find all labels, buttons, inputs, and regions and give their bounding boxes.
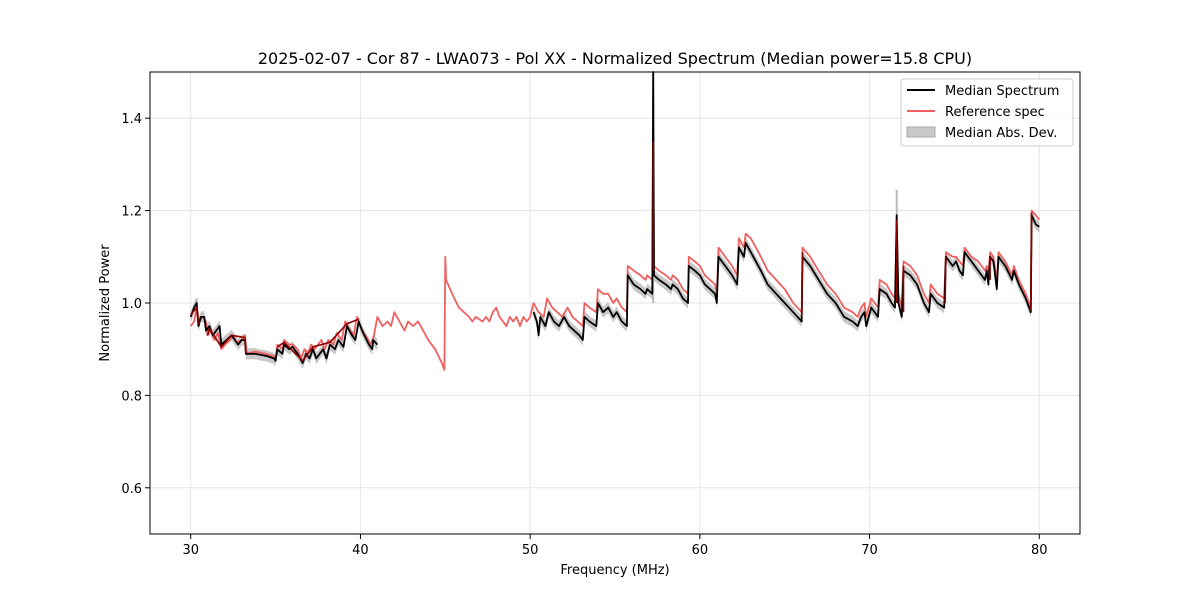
x-tick-label: 30 [182, 543, 199, 558]
overlap-line [206, 327, 247, 354]
y-axis-ticks: 0.6 0.8 1.0 1.2 1.4 [121, 112, 150, 497]
reference-spec-line [189, 140, 1041, 371]
legend-mad-swatch [906, 126, 936, 138]
y-tick-label: 1.0 [121, 297, 142, 312]
mad-band-segment [533, 72, 1040, 346]
legend-mad-label: Median Abs. Dev. [945, 126, 1057, 141]
overlap-line [944, 256, 947, 304]
legend-median-label: Median Spectrum [945, 84, 1059, 99]
legend: Median Spectrum Reference spec Median Ab… [900, 78, 1074, 147]
median-spectrum-line [189, 302, 379, 364]
overlap-line [800, 252, 804, 317]
x-tick-label: 70 [861, 543, 878, 558]
x-tick-label: 80 [1031, 543, 1048, 558]
overlap-series [190, 141, 1033, 362]
x-tick-label: 50 [522, 543, 539, 558]
median-spectrum-line [532, 71, 1040, 341]
overlap-line [276, 318, 359, 362]
overlap-line [1030, 212, 1033, 310]
legend-box [900, 78, 1074, 147]
legend-reference-label: Reference spec [945, 105, 1045, 120]
x-tick-label: 40 [352, 543, 369, 558]
median-spectrum-series [189, 71, 1040, 364]
mad-band-segment [190, 297, 378, 369]
x-axis-ticks: 30 40 50 60 70 80 [182, 534, 1048, 558]
chart-title: 2025-02-07 - Cor 87 - LWA073 - Pol XX - … [258, 49, 972, 68]
y-tick-label: 0.8 [121, 389, 142, 404]
x-tick-label: 60 [692, 543, 709, 558]
overlap-line [190, 306, 200, 324]
y-axis-label: Normalized Power [98, 244, 113, 362]
y-tick-label: 1.2 [121, 205, 142, 220]
y-tick-label: 1.4 [121, 112, 142, 127]
y-tick-label: 0.6 [121, 482, 142, 497]
x-axis-label: Frequency (MHz) [560, 563, 669, 578]
reference-spec-series [189, 140, 1041, 371]
